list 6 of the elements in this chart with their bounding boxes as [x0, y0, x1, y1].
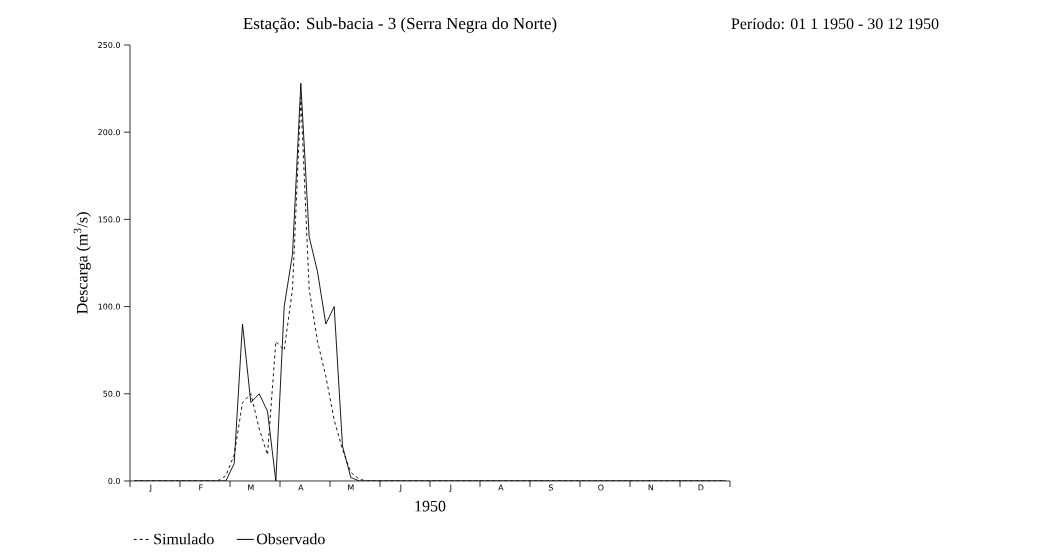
x-axis-title: 1950: [415, 500, 446, 512]
chart-title: Estação: Sub-bacia - 3 (Serra Negra do Norte): [243, 17, 557, 33]
y-axis-title: Descarga (m$^{3}$/s): [73, 212, 91, 314]
text: Período: 01 1 1950 - 30 12 1950: [731, 17, 939, 30]
legend-label: Simulado: [154, 533, 214, 545]
legend-label: Observado: [256, 533, 325, 545]
